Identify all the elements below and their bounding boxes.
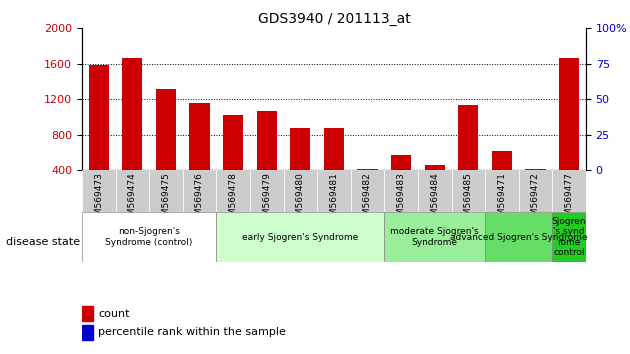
Bar <box>458 105 478 205</box>
Text: GSM569484: GSM569484 <box>430 172 439 227</box>
Bar <box>425 165 445 205</box>
Text: count: count <box>98 309 130 319</box>
Bar <box>418 170 452 212</box>
Bar <box>485 212 553 262</box>
Text: GSM569481: GSM569481 <box>329 172 338 227</box>
Text: moderate Sjogren's
Syndrome: moderate Sjogren's Syndrome <box>391 228 479 247</box>
Text: GSM569474: GSM569474 <box>128 172 137 227</box>
Text: GSM569482: GSM569482 <box>363 172 372 227</box>
Bar <box>190 103 210 205</box>
Bar <box>122 58 142 205</box>
Text: early Sjogren's Syndrome: early Sjogren's Syndrome <box>242 233 358 242</box>
Bar <box>115 170 149 212</box>
Bar <box>492 151 512 205</box>
Bar <box>485 170 518 212</box>
Bar <box>82 325 93 340</box>
Bar <box>384 212 485 262</box>
Text: GSM569485: GSM569485 <box>464 172 472 227</box>
Bar <box>256 110 277 205</box>
Bar <box>559 58 579 205</box>
Bar <box>518 170 553 212</box>
Bar <box>82 212 216 262</box>
Bar <box>183 170 216 212</box>
Bar <box>82 170 115 212</box>
Bar <box>553 212 586 262</box>
Text: GSM569471: GSM569471 <box>498 172 507 227</box>
Bar <box>357 169 377 205</box>
Bar <box>250 170 284 212</box>
Bar <box>89 65 109 205</box>
Text: GSM569479: GSM569479 <box>262 172 271 227</box>
Bar <box>290 128 311 205</box>
Bar <box>216 170 250 212</box>
Bar <box>553 170 586 212</box>
Bar <box>317 170 351 212</box>
Bar <box>525 169 546 205</box>
Bar <box>384 170 418 212</box>
Text: GSM569483: GSM569483 <box>397 172 406 227</box>
Text: Sjogren
's synd
rome
control: Sjogren 's synd rome control <box>552 217 587 257</box>
Text: advanced Sjogren's Syndrome: advanced Sjogren's Syndrome <box>450 233 588 242</box>
Bar <box>452 170 485 212</box>
Bar <box>149 170 183 212</box>
Text: GSM569476: GSM569476 <box>195 172 204 227</box>
Text: GSM569477: GSM569477 <box>564 172 573 227</box>
Bar <box>156 88 176 205</box>
Title: GDS3940 / 201113_at: GDS3940 / 201113_at <box>258 12 410 26</box>
Text: percentile rank within the sample: percentile rank within the sample <box>98 327 286 337</box>
Bar <box>216 212 384 262</box>
Text: GSM569480: GSM569480 <box>296 172 305 227</box>
Bar <box>284 170 317 212</box>
Bar <box>82 307 93 321</box>
Text: GSM569472: GSM569472 <box>531 172 540 227</box>
Text: disease state: disease state <box>6 238 81 247</box>
Text: non-Sjogren's
Syndrome (control): non-Sjogren's Syndrome (control) <box>105 228 193 247</box>
Text: GSM569478: GSM569478 <box>229 172 238 227</box>
Bar <box>223 115 243 205</box>
Bar <box>351 170 384 212</box>
Bar <box>391 155 411 205</box>
Bar <box>324 128 344 205</box>
Text: GSM569473: GSM569473 <box>94 172 103 227</box>
Text: GSM569475: GSM569475 <box>161 172 170 227</box>
